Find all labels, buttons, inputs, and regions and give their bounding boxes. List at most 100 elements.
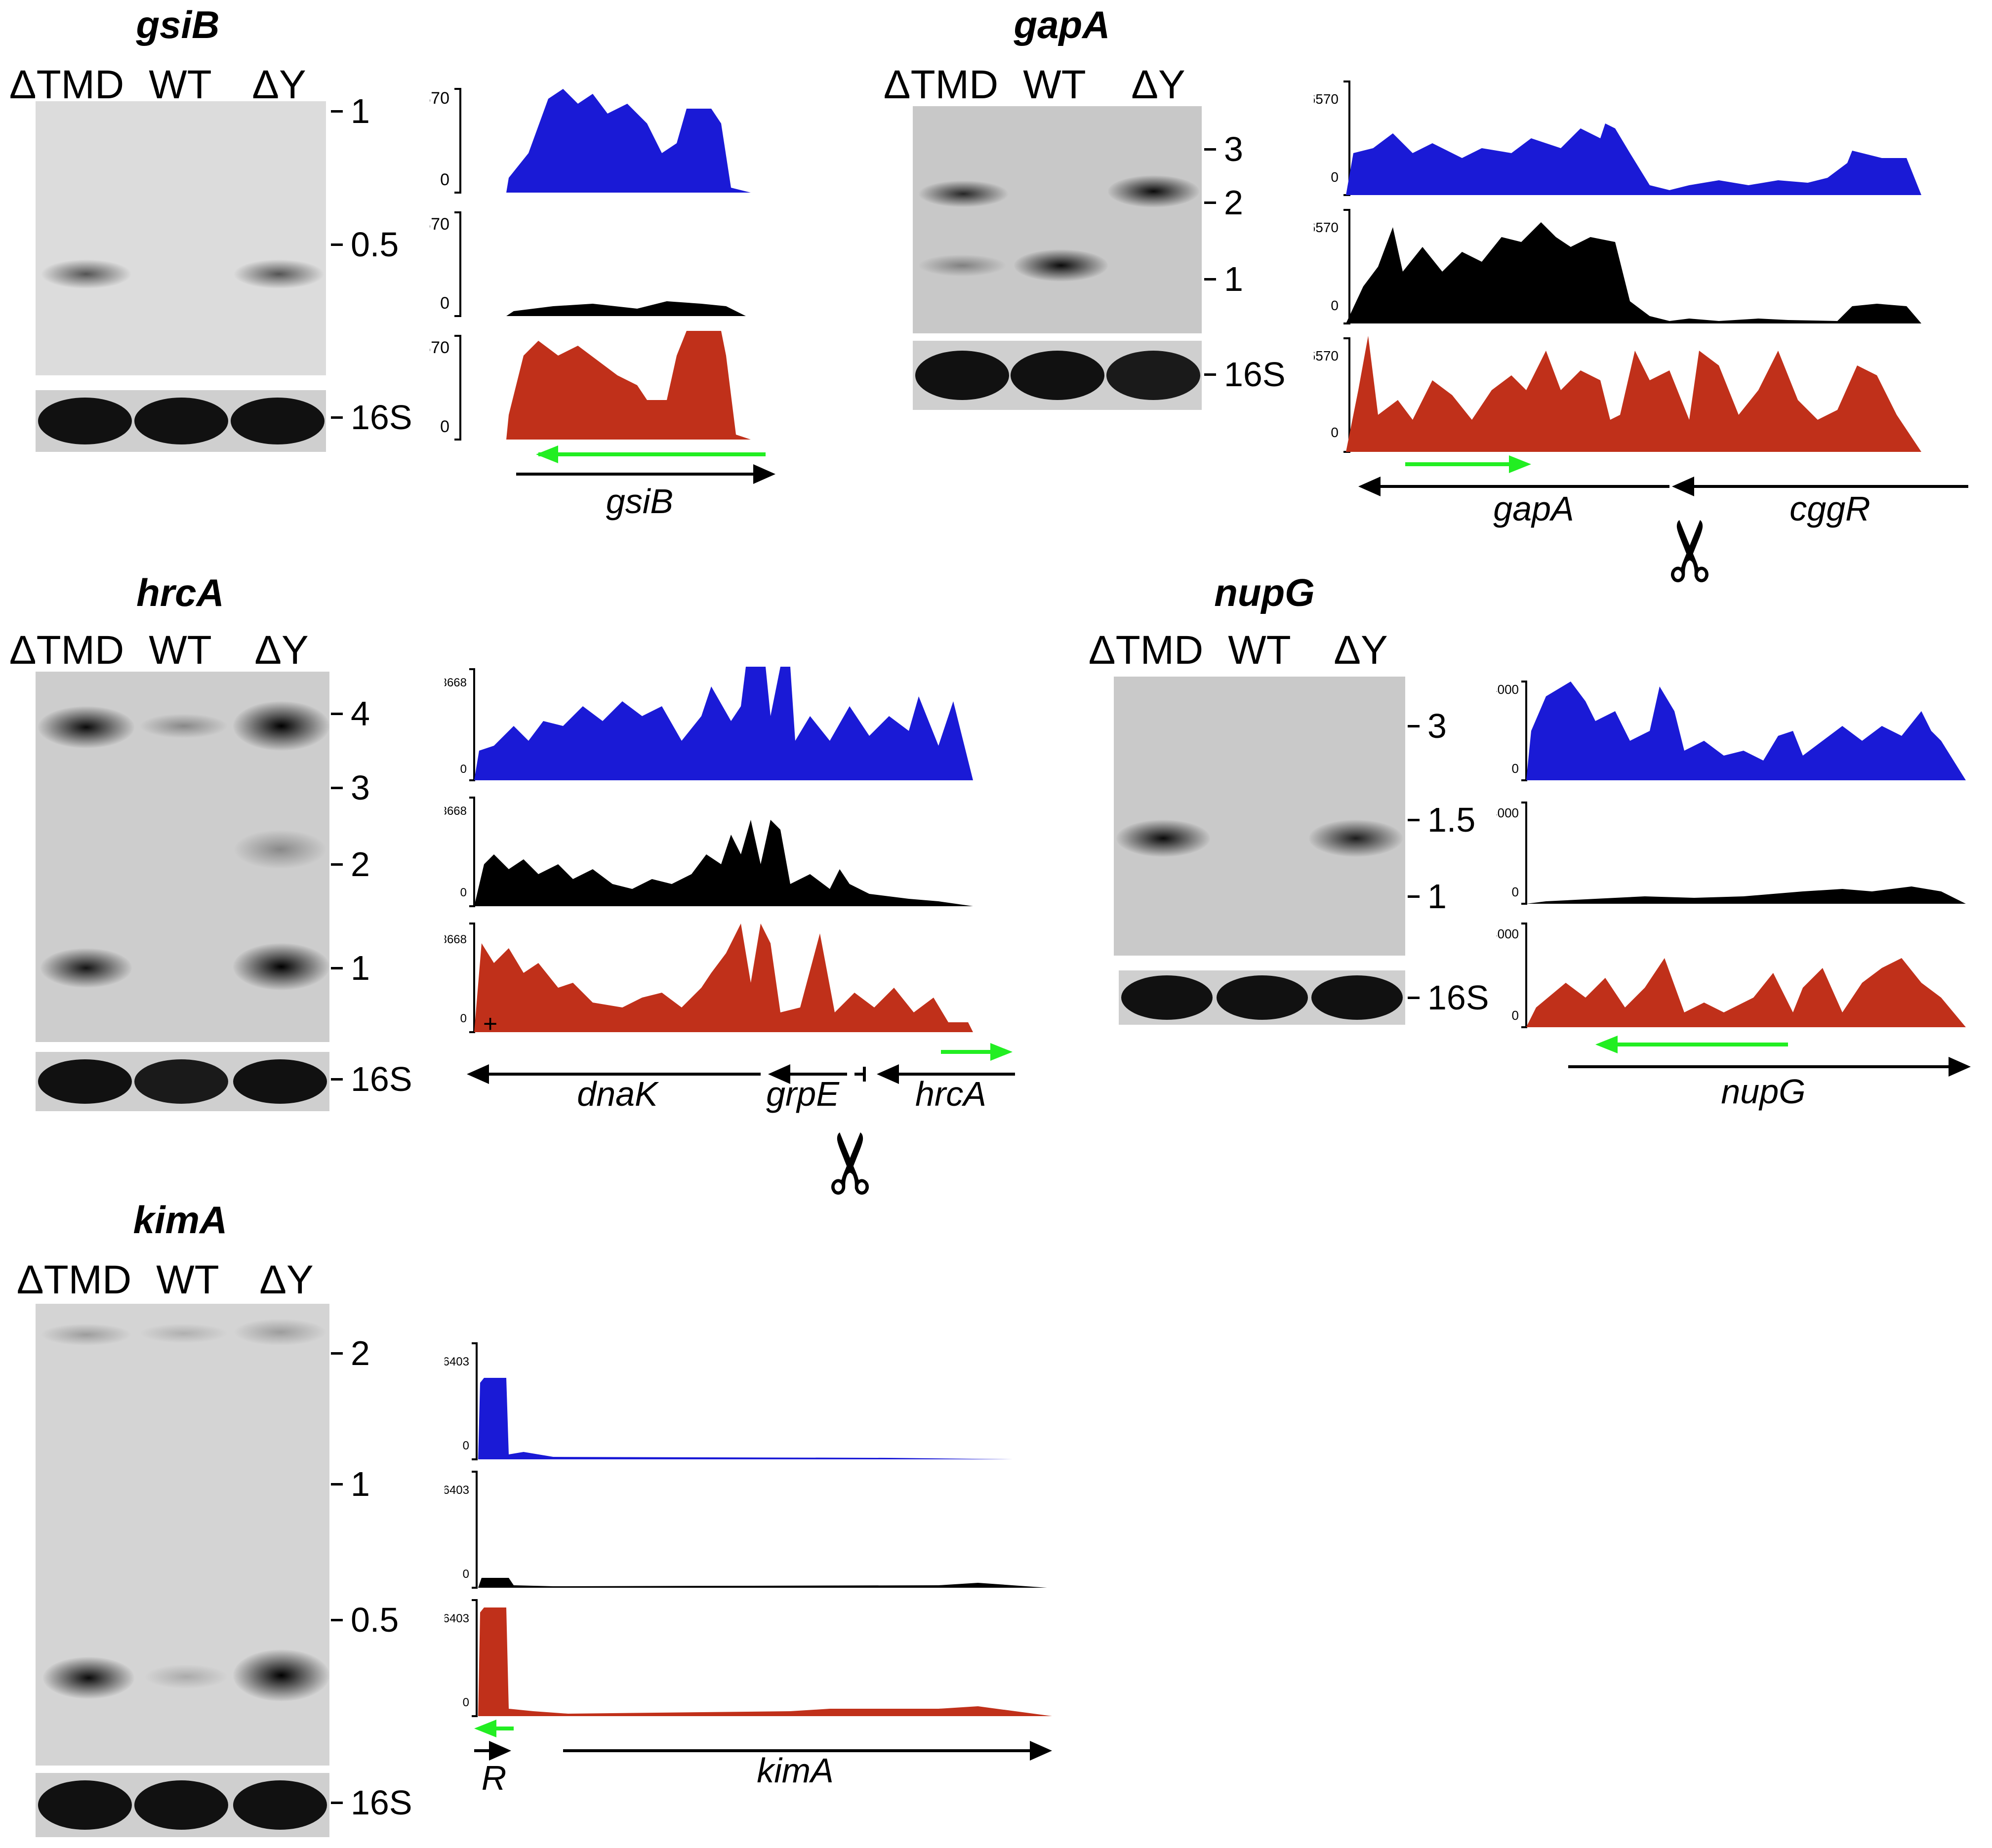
coverage-tracks: 6403 0 6403 0 6403 0 [445, 1342, 1052, 1761]
scale-zero: 0 [440, 417, 449, 436]
size-marker: 1 [331, 948, 370, 988]
lane-label-dY: ΔY [252, 62, 306, 107]
track-dTMD [1526, 682, 1966, 780]
svg-text:3668: 3668 [445, 933, 467, 946]
svg-text:0: 0 [1512, 761, 1519, 776]
svg-text:0: 0 [463, 1567, 469, 1581]
size-marker: 1 [1408, 877, 1447, 916]
size-marker: 3 [331, 768, 370, 807]
lane-label-dTMD: ΔTMD [883, 62, 999, 107]
track-WT [1526, 886, 1966, 904]
16S-label: 16S [331, 1783, 412, 1822]
northern-blot [36, 101, 326, 375]
track-dY [474, 924, 973, 1032]
track-dY [1526, 958, 1966, 1027]
svg-text:16570: 16570 [1314, 220, 1339, 235]
loading-control-blot [1119, 970, 1405, 1025]
svg-text:0: 0 [1512, 1008, 1519, 1023]
gene-title: gsiB [136, 3, 220, 46]
gene-label: dnaK [577, 1075, 658, 1113]
size-marker: 1 [1204, 259, 1243, 299]
svg-text:16570: 16570 [1314, 348, 1339, 363]
size-marker: 2 [1204, 183, 1243, 222]
svg-text:0: 0 [460, 763, 467, 776]
size-marker: 4 [331, 694, 370, 733]
scale-zero: 0 [440, 170, 449, 189]
scale-label: 1870 [430, 338, 449, 357]
svg-text:4000: 4000 [1497, 926, 1519, 941]
track-dY [478, 1607, 1052, 1716]
svg-text:4000: 4000 [1497, 805, 1519, 820]
svg-text:4000: 4000 [1497, 682, 1519, 697]
track-WT [1346, 222, 1921, 323]
16S-label: 16S [1408, 978, 1489, 1017]
loading-control-blot [36, 1773, 329, 1837]
coverage-tracks: 3668 0 3668 0 3668 0 + [445, 667, 1015, 1084]
svg-text:6403: 6403 [445, 1355, 469, 1368]
track-dTMD [474, 667, 973, 780]
svg-text:0: 0 [460, 886, 467, 899]
coverage-tracks: 4000 0 4000 0 4000 0 [1497, 681, 1971, 1077]
lane-label-WT: WT [1228, 628, 1291, 673]
track-dY [1346, 336, 1921, 452]
gene-label: gapA [1493, 489, 1574, 528]
band [233, 259, 325, 289]
gene-title: nupG [1214, 571, 1315, 614]
svg-text:0: 0 [463, 1696, 469, 1709]
svg-text:0: 0 [1331, 169, 1339, 185]
lane-label-WT: WT [149, 628, 212, 673]
size-marker: 0.5 [331, 1600, 399, 1640]
northern-blot [913, 106, 1202, 333]
scale-label: 1870 [430, 89, 449, 108]
svg-text:0: 0 [1331, 425, 1339, 440]
svg-text:0: 0 [460, 1012, 467, 1025]
scale-zero: 0 [440, 294, 449, 313]
coverage-tracks: 1870 0 1870 0 1870 0 [430, 88, 775, 484]
svg-text:6403: 6403 [445, 1612, 469, 1625]
svg-text:3668: 3668 [445, 804, 467, 818]
coverage-tracks: 16570 0 16570 0 0 16570 0 [1314, 80, 1968, 496]
size-marker: 1 [331, 1464, 370, 1504]
svg-text:0: 0 [463, 1439, 469, 1452]
lane-label-dTMD: ΔTMD [16, 1257, 132, 1302]
band [41, 259, 132, 289]
lane-label-WT: WT [156, 1257, 219, 1302]
lane-label-WT: WT [149, 62, 212, 107]
lane-label-dTMD: ΔTMD [9, 628, 124, 673]
16S-label: 16S [331, 1059, 412, 1099]
size-marker: 3 [1408, 706, 1447, 746]
loading-control-blot [36, 1052, 329, 1111]
track-dY [506, 331, 751, 440]
track-dTMD [1346, 123, 1921, 195]
svg-text:6403: 6403 [445, 1484, 469, 1497]
size-marker: 2 [331, 844, 370, 884]
loading-control-blot [913, 341, 1202, 410]
gene-title: gapA [1014, 3, 1110, 46]
16S-label: 16S [331, 398, 412, 437]
track-dTMD [506, 89, 751, 193]
scissors-icon: ✂ [805, 1127, 899, 1199]
lane-label-dTMD: ΔTMD [1088, 628, 1204, 673]
gene-title: kimA [133, 1198, 228, 1242]
scissors-icon: ✂ [1645, 515, 1739, 586]
size-marker: 3 [1204, 129, 1243, 169]
size-marker: 0.5 [331, 225, 399, 264]
northern-blot [36, 1304, 329, 1766]
track-WT [478, 1578, 1047, 1588]
gene-label: R [481, 1759, 507, 1797]
gene-label: cggR [1789, 489, 1870, 528]
gene-title: hrcA [136, 571, 224, 614]
svg-text:0: 0 [1512, 884, 1519, 899]
gene-label: gsiB [606, 482, 674, 521]
track-WT [474, 820, 973, 906]
gene-label: kimA [757, 1751, 834, 1790]
size-marker: 1 [331, 91, 370, 131]
svg-text:3668: 3668 [445, 676, 467, 689]
size-marker: 2 [331, 1333, 370, 1373]
lane-label-dY: ΔY [1131, 62, 1185, 107]
16S-label: 16S [1204, 355, 1286, 394]
lane-label-dTMD: ΔTMD [9, 62, 124, 107]
track-dTMD [478, 1378, 1013, 1459]
gene-label: hrcA [915, 1075, 986, 1113]
gene-label: grpE [766, 1075, 839, 1113]
